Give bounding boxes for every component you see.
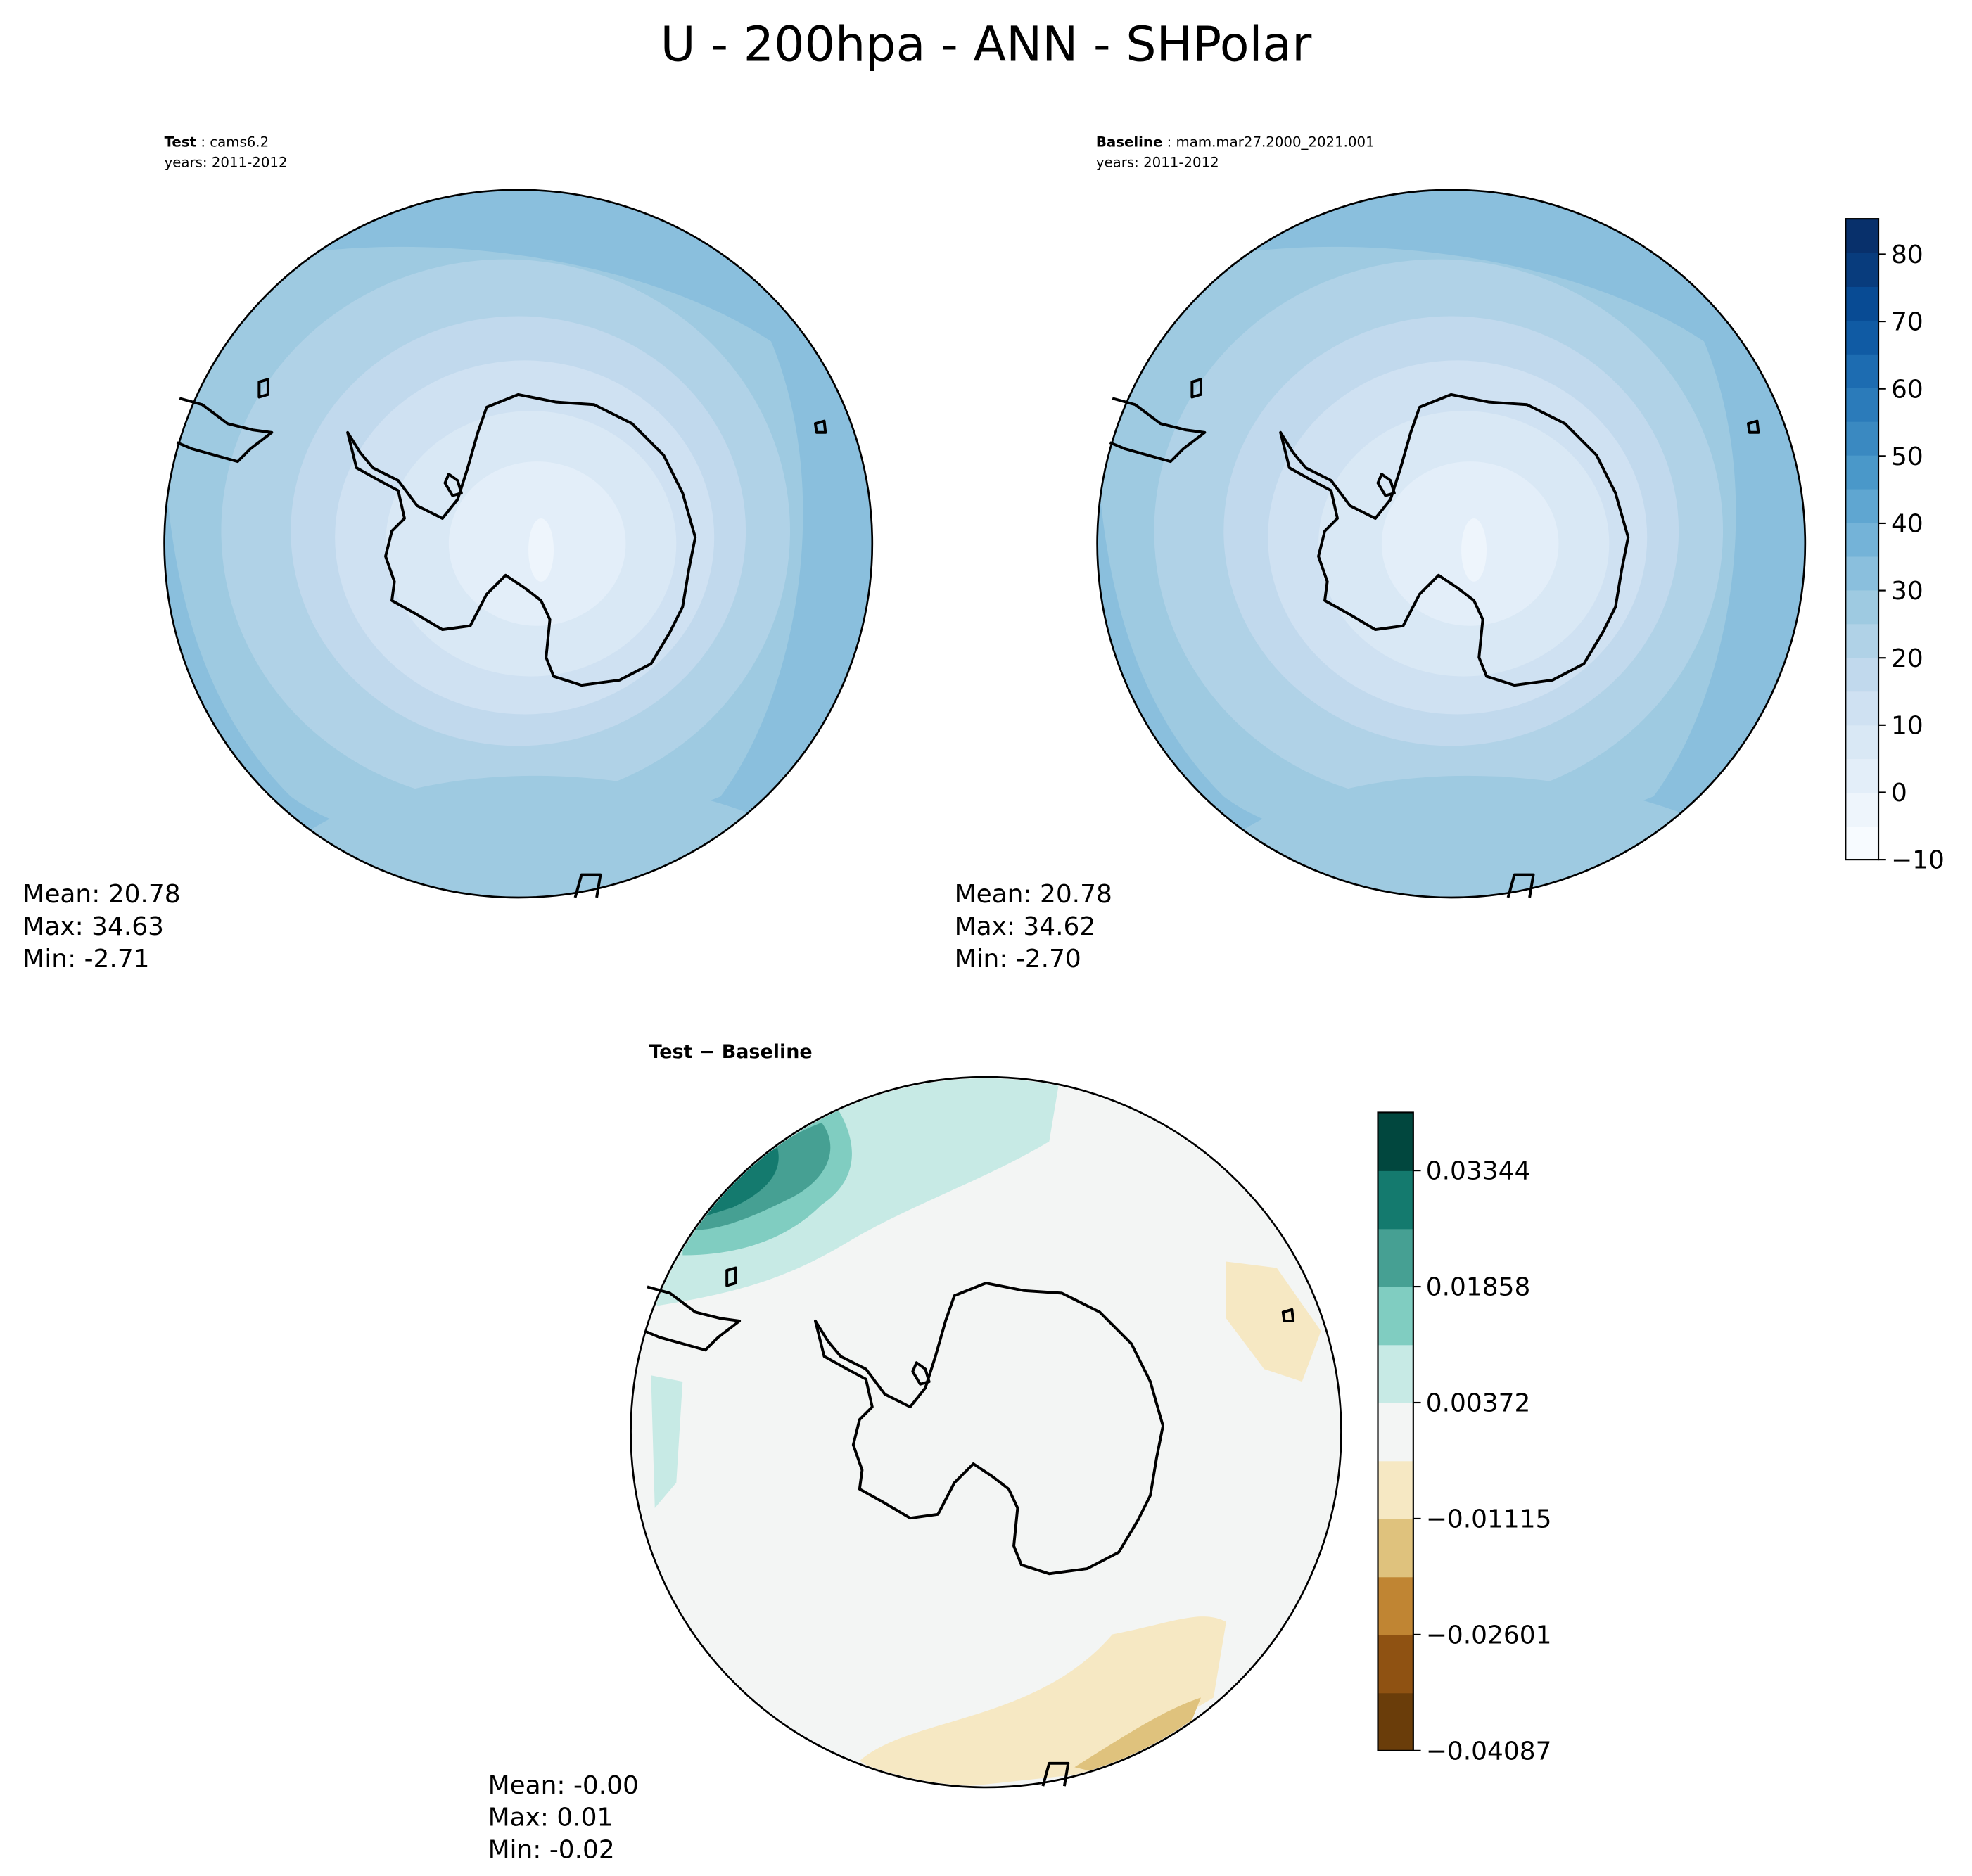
colorbar-band xyxy=(1845,522,1879,557)
colorbar-tick-label: 80 xyxy=(1891,241,1923,269)
stat-line: Min: -2.71 xyxy=(23,945,149,974)
colorbar-band xyxy=(1845,488,1879,523)
stat-line: Mean: 20.78 xyxy=(955,880,1112,909)
colorbar-band xyxy=(1845,556,1879,591)
colorbar-tick-label: 0.00372 xyxy=(1426,1389,1531,1418)
colorbar: −10 0 10 20 30 40 50 60 70 80 xyxy=(1845,218,1945,875)
colorbar-band xyxy=(1845,421,1879,456)
colorbar-band xyxy=(1378,1692,1413,1751)
colorbar-tick-label: −0.02601 xyxy=(1426,1621,1552,1650)
colorbar-band xyxy=(1845,589,1879,625)
map-boundary xyxy=(1096,189,1807,899)
map xyxy=(1096,189,1807,899)
colorbar-band xyxy=(1845,387,1879,422)
colorbar-band xyxy=(1845,454,1879,490)
panel-years: years: 2011-2012 xyxy=(165,154,288,170)
colorbar-band xyxy=(1845,353,1879,388)
colorbar-tick-label: 0 xyxy=(1891,779,1907,808)
colorbar-band xyxy=(1845,691,1879,726)
colorbar-tick-label: 40 xyxy=(1891,510,1923,539)
colorbar-band xyxy=(1378,1170,1413,1230)
contour-field xyxy=(1097,189,1805,898)
stat-line: Max: 34.62 xyxy=(955,912,1096,941)
colorbar: −0.04087 −0.02601 −0.01115 0.00372 0.01858 0.… xyxy=(1377,1111,1552,1766)
colorbar-band xyxy=(1378,1112,1413,1171)
colorbar-tick-label: 70 xyxy=(1891,308,1923,337)
colorbar-tick-label: −0.04087 xyxy=(1426,1737,1552,1766)
colorbar-band xyxy=(1845,623,1879,658)
colorbar-band xyxy=(1378,1286,1413,1346)
colorbar-band xyxy=(1378,1460,1413,1519)
colorbar-frame xyxy=(1845,218,1880,861)
stat-line: Min: -0.02 xyxy=(488,1836,615,1865)
stat-line: Mean: -0.00 xyxy=(488,1771,639,1800)
map xyxy=(163,189,874,899)
colorbar-band xyxy=(1378,1634,1413,1694)
colorbar-band xyxy=(1378,1344,1413,1403)
colorbar-tick-label: 60 xyxy=(1891,375,1923,404)
panel-label: Baseline : mam.mar27.2000_2021.001 xyxy=(1096,134,1375,151)
label-case: : cams6.2 xyxy=(201,134,269,151)
colorbar-band xyxy=(1845,286,1879,321)
stat-line: Max: 34.63 xyxy=(23,912,164,941)
panel-label: Test − Baseline xyxy=(649,1041,812,1063)
colorbar-band xyxy=(1845,758,1879,793)
colorbar-frame xyxy=(1377,1111,1414,1751)
stats: Mean: 20.78 Max: 34.63 Min: -2.71 Mean: 20.… xyxy=(23,880,1112,1864)
panel-years: years: 2011-2012 xyxy=(1096,154,1219,170)
figure-title: U - 200hpa - ANN - SHPolar xyxy=(661,18,1313,73)
label-name: Baseline xyxy=(1096,134,1163,151)
contour-field xyxy=(632,1078,1340,1787)
map-boundary xyxy=(630,1076,1342,1789)
label-case: : mam.mar27.2000_2021.001 xyxy=(1167,134,1375,151)
colorbar-band xyxy=(1378,1228,1413,1287)
colorbar-tick-label: 10 xyxy=(1891,711,1923,740)
colorbar-band xyxy=(1845,253,1879,287)
colorbar-tick-label: 0.01858 xyxy=(1426,1273,1531,1302)
stat-line: Min: -2.70 xyxy=(955,945,1081,974)
colorbar-band xyxy=(1845,792,1879,827)
colorbar-tick-label: −0.01115 xyxy=(1426,1505,1552,1534)
label-name: Test xyxy=(165,134,196,151)
colorbar-tick-label: −10 xyxy=(1891,846,1945,875)
colorbar-band xyxy=(1378,1576,1413,1635)
colorbar-band xyxy=(1845,725,1879,760)
stat-line: Mean: 20.78 xyxy=(23,880,180,909)
colorbar-tick-label: 30 xyxy=(1891,577,1923,606)
panel-label: Test : cams6.2 xyxy=(165,134,269,151)
colorbar-band xyxy=(1845,826,1879,860)
colorbar-band xyxy=(1845,657,1879,692)
map xyxy=(630,1076,1342,1789)
map-boundary xyxy=(163,189,874,899)
colorbar-tick-label: 20 xyxy=(1891,644,1923,673)
stat-line: Max: 0.01 xyxy=(488,1804,613,1832)
colorbar-band xyxy=(1845,219,1879,253)
colorbar-band xyxy=(1378,1518,1413,1578)
contour-field xyxy=(164,189,872,898)
colorbar-band xyxy=(1378,1402,1413,1462)
colorbar-tick-label: 50 xyxy=(1891,442,1923,471)
colorbar-tick-label: 0.03344 xyxy=(1426,1157,1531,1186)
colorbar-band xyxy=(1845,319,1879,355)
